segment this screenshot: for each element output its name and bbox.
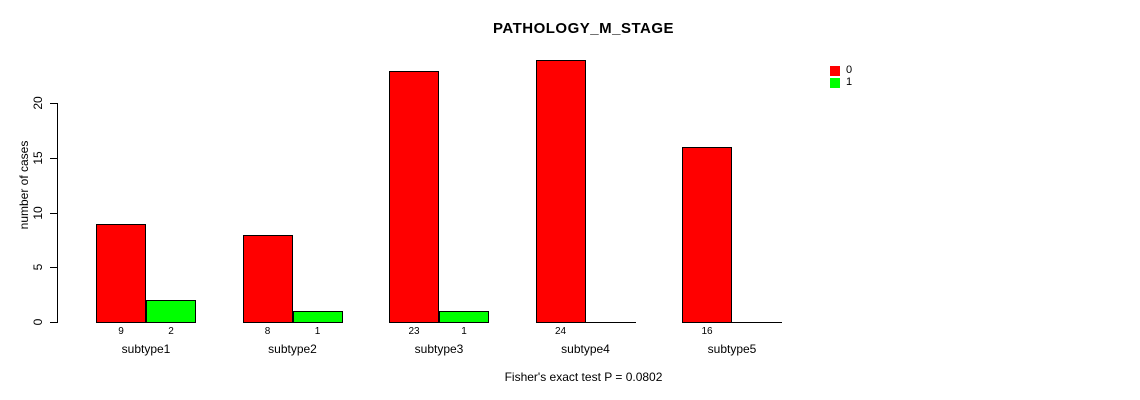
bar-value-label: 1: [461, 326, 467, 337]
legend-swatch-icon: [830, 65, 840, 76]
bar-1-subtype2: [292, 311, 343, 323]
zero-bar-1-subtype5: [732, 322, 782, 323]
y-tick-label: 10: [31, 206, 45, 220]
bar-value-label: 9: [118, 326, 124, 337]
legend-label: 1: [846, 76, 853, 88]
legend-label: 0: [846, 64, 853, 76]
legend-swatch-icon: [830, 77, 840, 88]
y-tick-label: 20: [31, 96, 45, 111]
bar-0-subtype3: [389, 70, 439, 323]
y-tick-label: 5: [31, 264, 45, 271]
category-label-subtype2: subtype2: [268, 342, 317, 356]
legend-item-0: 0: [830, 65, 852, 76]
bar-0-subtype5: [682, 147, 732, 323]
category-label-subtype1: subtype1: [121, 342, 171, 356]
y-tick-label: 0: [31, 318, 45, 326]
category-label-subtype3: subtype3: [414, 342, 464, 356]
bar-value-label: 8: [264, 326, 271, 337]
footer-annotation: Fisher's exact test P = 0.0802: [504, 370, 663, 384]
category-label-subtype4: subtype4: [561, 342, 610, 356]
bar-value-label: 2: [168, 326, 174, 337]
bar-1-subtype3: [439, 311, 489, 323]
y-tick-mark: [50, 158, 57, 160]
bar-value-label: 23: [408, 326, 420, 337]
category-label-subtype5: subtype5: [707, 342, 757, 356]
bar-value-label: 24: [554, 326, 567, 337]
y-axis-label: number of cases: [17, 140, 31, 230]
y-tick-mark: [50, 103, 57, 105]
y-tick-mark: [50, 212, 57, 214]
bar-1-subtype1: [146, 300, 196, 323]
legend-item-1: 1: [830, 77, 852, 88]
y-axis-line: [57, 103, 58, 323]
bar-value-label: 16: [701, 326, 713, 337]
bar-0-subtype4: [535, 59, 586, 323]
y-tick-label: 15: [31, 151, 45, 165]
zero-bar-1-subtype4: [585, 322, 636, 323]
bar-0-subtype1: [96, 223, 146, 323]
bar-value-label: 1: [314, 326, 321, 337]
bar-0-subtype2: [242, 234, 293, 323]
y-tick-mark: [50, 322, 57, 323]
y-tick-mark: [50, 267, 57, 269]
chart-title: PATHOLOGY_M_STAGE: [492, 20, 674, 37]
